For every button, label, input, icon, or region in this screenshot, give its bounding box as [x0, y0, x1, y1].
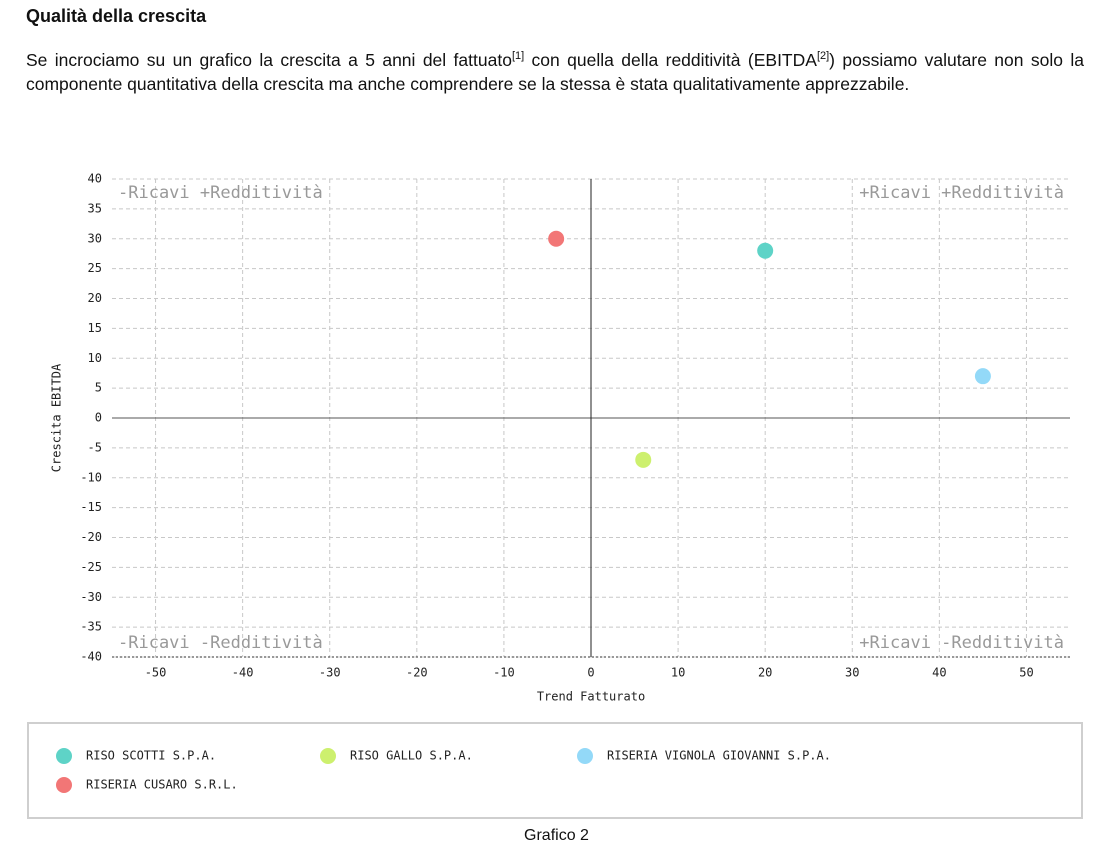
legend-swatch: [56, 748, 72, 764]
point: [635, 451, 652, 468]
legend-label: RISO SCOTTI S.P.A.: [86, 749, 216, 763]
y-tick-label: 25: [88, 261, 102, 275]
y-tick-label: 20: [88, 291, 102, 305]
point: [974, 368, 991, 385]
legend-box: [27, 722, 1083, 819]
quadrant-label: +Ricavi +Redditività: [859, 183, 1064, 203]
y-tick-label: 40: [88, 172, 102, 186]
y-tick-label: 5: [95, 381, 102, 395]
x-tick-label: 10: [671, 666, 685, 680]
point: [548, 230, 565, 247]
paragraph: Se incrociamo su un grafico la crescita …: [26, 48, 1084, 96]
y-tick-label: 30: [88, 231, 102, 245]
y-tick-label: -30: [80, 590, 102, 604]
legend-swatch: [577, 748, 593, 764]
y-tick-label: 35: [88, 201, 102, 215]
caption: Grafico 2: [524, 827, 589, 844]
x-tick-label: 0: [587, 666, 594, 680]
quadrant-label: -Ricavi +Redditività: [118, 183, 323, 203]
x-tick-label: -20: [406, 666, 428, 680]
legend-label: RISERIA VIGNOLA GIOVANNI S.P.A.: [607, 749, 831, 763]
y-tick-label: -15: [80, 500, 102, 514]
footnote-ref: [1]: [511, 50, 525, 63]
y-tick-label: -20: [80, 530, 102, 544]
y-tick-label: 15: [88, 321, 102, 335]
legend-label: RISERIA CUSARO S.R.L.: [86, 778, 238, 792]
x-tick-label: -30: [319, 666, 341, 680]
x-tick-label: 20: [758, 666, 772, 680]
y-tick-label: -35: [80, 620, 102, 634]
x-tick-label: -40: [232, 666, 254, 680]
text: con quella della redditività (EBITDA: [524, 50, 817, 70]
legend-label: RISO GALLO S.P.A.: [350, 749, 473, 763]
text: Se incrociamo su un grafico la crescita …: [26, 50, 512, 70]
heading: Qualità della crescita: [26, 6, 207, 26]
x-tick-label: -50: [145, 666, 167, 680]
text: ) possiamo valutare non solo la componen…: [26, 50, 1085, 94]
x-tick-label: 40: [932, 666, 946, 680]
x-tick-label: 30: [845, 666, 859, 680]
quadrant-label: +Ricavi -Redditività: [859, 633, 1064, 653]
legend-swatch: [56, 777, 72, 793]
y-tick-label: -40: [80, 650, 102, 664]
y-axis-label: Crescita EBITDA: [50, 363, 64, 472]
x-tick-label: -10: [493, 666, 515, 680]
footnote-ref: [2]: [816, 50, 830, 63]
legend-swatch: [320, 748, 336, 764]
y-tick-label: 0: [95, 411, 102, 425]
y-tick-label: -25: [80, 560, 102, 574]
y-tick-label: -10: [80, 470, 102, 484]
quadrant-label: -Ricavi -Redditività: [118, 633, 323, 653]
y-tick-label: 10: [88, 351, 102, 365]
y-tick-label: -5: [88, 440, 102, 454]
x-axis-label: Trend Fatturato: [537, 690, 645, 704]
x-tick-label: 50: [1019, 666, 1033, 680]
point: [757, 242, 774, 259]
